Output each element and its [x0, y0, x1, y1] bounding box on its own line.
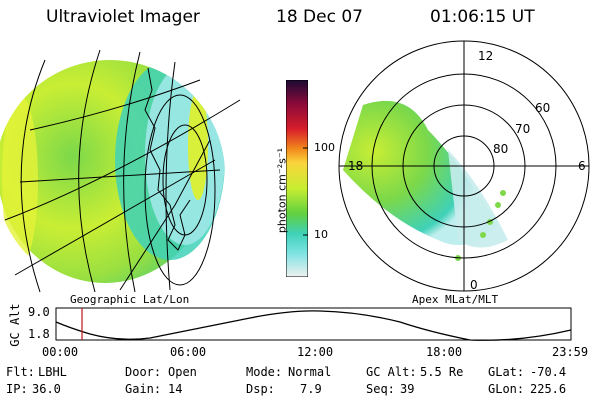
- gain-value: 14: [168, 382, 183, 396]
- mlt-label-6: 6: [578, 159, 586, 173]
- seq-value: 39: [400, 382, 415, 396]
- colorbar-tick-10: 10: [314, 228, 328, 241]
- geographic-caption: Geographic Lat/Lon: [70, 293, 190, 306]
- colorbar: [286, 80, 308, 277]
- polar-emission: [343, 100, 508, 261]
- ip-value: 36.0: [32, 382, 61, 396]
- mode-value: Normal: [288, 365, 332, 379]
- time-label: 01:06:15 UT: [430, 7, 535, 27]
- mode-label: Mode:: [246, 365, 283, 379]
- polar-plot: 12 6 18 0 60 70 80: [338, 40, 590, 292]
- mlt-label-18: 18: [348, 159, 363, 173]
- colorbar-unit-label: photon cm⁻²s⁻¹: [275, 147, 289, 234]
- geographic-emission: [0, 60, 225, 283]
- seq-label: Seq:: [366, 382, 395, 396]
- orbit-xtick-1200: 12:00: [297, 345, 334, 359]
- orbit-xtick-0600: 06:00: [170, 345, 207, 359]
- date-label: 18 Dec 07: [276, 7, 363, 27]
- dsp-value: 7.9: [300, 382, 322, 396]
- orbit-xtick-1800: 18:00: [426, 345, 463, 359]
- geographic-image: [0, 49, 241, 293]
- apex-caption: Apex MLat/MLT: [412, 293, 499, 306]
- flt-value: LBHL: [38, 365, 67, 379]
- dsp-label: Dsp:: [246, 382, 275, 396]
- orbit-xtick-0000: 00:00: [42, 345, 79, 359]
- ip-label: IP:: [6, 382, 28, 396]
- altitude-curve: [55, 310, 572, 341]
- orbit-ytick-top: 9.0: [28, 305, 50, 319]
- orbit-ylabel: GC Alt: [8, 303, 22, 347]
- orbit-ytick-bottom: 1.8: [28, 327, 50, 341]
- mlat-label-70: 70: [515, 122, 530, 136]
- door-label: Door:: [125, 365, 162, 379]
- door-value: Open: [168, 365, 197, 379]
- coastline: [144, 67, 191, 251]
- glat-value: -70.4: [530, 365, 567, 379]
- lat-lon-grid: [4, 49, 241, 293]
- glon-label: GLon:: [488, 382, 525, 396]
- polar-grid: [338, 40, 590, 292]
- glat-label: GLat:: [488, 365, 525, 379]
- gcalt-label: GC Alt:: [366, 365, 417, 379]
- flt-label: Flt:: [6, 365, 35, 379]
- mlt-label-12: 12: [478, 49, 493, 63]
- mlt-label-0: 0: [470, 278, 478, 292]
- glon-value: 225.6: [530, 382, 567, 396]
- orbit-xtick-2359: 23:59: [552, 345, 589, 359]
- instrument-title: Ultraviolet Imager: [46, 7, 200, 27]
- mlat-label-60: 60: [535, 101, 550, 115]
- mlat-label-80: 80: [493, 142, 508, 156]
- gcalt-value: 5.5 Re: [420, 365, 464, 379]
- orbit-altitude-plot: [55, 307, 572, 341]
- colorbar-tick-100: 100: [314, 141, 335, 154]
- gain-label: Gain:: [125, 382, 162, 396]
